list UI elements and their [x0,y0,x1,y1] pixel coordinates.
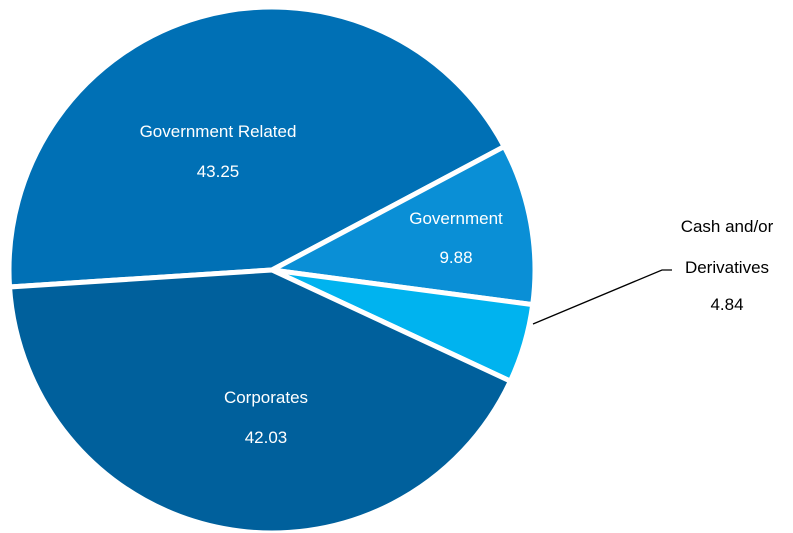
slice-value-government: 9.88 [439,248,472,267]
slice-label-government-related: Government Related [140,122,297,141]
pie-slice-government [269,144,538,308]
slice-value-cash-derivatives: 4.84 [710,295,743,314]
slice-label-cash-derivatives-line1: Cash and/or [681,217,774,236]
pie-slice-corporates [7,267,513,533]
pie-slice-government-related [6,4,507,290]
slice-value-government-related: 43.25 [197,162,240,181]
leader-line-cash-derivatives [532,269,672,325]
slice-label-corporates: Corporates [224,388,308,407]
slice-label-cash-derivatives-line2: Derivatives [685,258,769,277]
pie-slices [6,4,538,533]
slice-label-government: Government [409,209,503,228]
slice-value-corporates: 42.03 [245,428,288,447]
